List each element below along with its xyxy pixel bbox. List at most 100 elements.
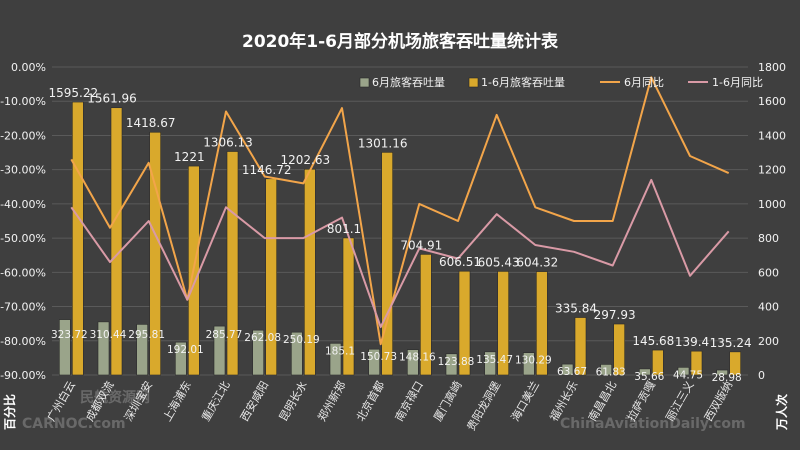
category-label: 昆明长水 <box>277 379 310 424</box>
bar-june <box>445 353 458 376</box>
bar-june-value-label: 28.98 <box>712 372 742 384</box>
bar-h1 <box>652 349 664 376</box>
bar-h1-value-label: 139.4 <box>675 335 709 349</box>
bar-june-value-label: 192.01 <box>167 344 204 356</box>
legend: 6月旅客吞吐量 1-6月旅客吞吐量 6月同比 1-6月同比 <box>359 75 763 89</box>
category-label: 贵阳龙洞堡 <box>464 378 504 433</box>
bar-june-value-label: 135.47 <box>476 354 513 366</box>
bar-june-value-label: 262.08 <box>244 332 281 344</box>
right-tick-label: 0 <box>758 369 765 382</box>
bar-june <box>175 341 187 376</box>
bar-h1-value-label: 1561.96 <box>87 92 137 106</box>
bar-june <box>716 369 728 376</box>
bar-h1 <box>690 350 703 376</box>
bar-june <box>59 319 71 376</box>
bar-h1-value-label: 1221 <box>174 150 205 164</box>
bar-h1-value-label: 1202.63 <box>281 153 331 167</box>
bar-june <box>600 364 612 376</box>
category-label: 重庆江北 <box>198 379 232 424</box>
bar-june <box>407 349 419 376</box>
bar-june <box>252 329 264 376</box>
bar-h1 <box>226 151 239 376</box>
bar-h1 <box>381 152 393 376</box>
bar-june <box>639 368 651 376</box>
category-label: 海口美兰 <box>508 379 542 424</box>
bar-h1 <box>149 131 161 376</box>
bar-june <box>677 367 690 376</box>
bar-h1 <box>729 351 741 376</box>
bar-h1-value-label: 335.84 <box>555 302 597 316</box>
left-tick-label: -10.00% <box>0 95 46 108</box>
legend-label: 1-6月旅客吞吐量 <box>481 75 565 89</box>
bar-h1-value-label: 1301.16 <box>358 136 408 150</box>
bar-h1-value-label: 297.93 <box>594 308 636 322</box>
left-axis: 0.00% -10.00% -20.00% -30.00% -40.00% -50.00%… <box>0 61 46 382</box>
bar-june-value-label: 250.19 <box>283 334 320 346</box>
left-tick-label: -50.00% <box>0 232 46 245</box>
legend-label: 6月同比 <box>624 76 664 89</box>
bar-h1 <box>574 317 587 376</box>
category-label: 北京首都 <box>353 379 387 424</box>
bar-june-value-label: 323.72 <box>51 329 88 341</box>
right-axis: 1800 1600 1400 1200 1000 800 600 400 200 0 <box>758 61 786 382</box>
bar-h1 <box>497 271 509 376</box>
category-label: 厦门高崎 <box>430 379 464 424</box>
line-h1-yoy <box>70 178 730 329</box>
bar-june <box>136 324 148 376</box>
left-tick-label: -20.00% <box>0 129 46 142</box>
bar-h1-value-label: 606.51 <box>439 255 481 269</box>
bar-june-value-label: 63.67 <box>557 366 587 378</box>
bar-h1 <box>72 101 84 376</box>
line-series <box>70 76 730 346</box>
watermark: 民航资源网 CARNOC.com ChinaAviationDaily.com <box>22 389 746 432</box>
bar-june-value-label: 148.16 <box>399 352 436 364</box>
category-label: 南京禄口 <box>392 379 426 424</box>
bar-june <box>523 352 535 376</box>
bar-june <box>291 331 303 376</box>
category-label: 郑州新郑 <box>314 379 348 424</box>
legend-label: 1-6月同比 <box>712 76 763 89</box>
bar-h1 <box>613 323 625 376</box>
left-tick-label: -70.00% <box>0 301 46 314</box>
gridlines <box>52 66 748 376</box>
bar-h1-value-label: 1306.13 <box>203 136 253 150</box>
category-label: 上海浦东 <box>160 379 194 424</box>
bar-h1-value-label: 605.43 <box>478 255 520 269</box>
category-label: 西安咸阳 <box>237 379 271 424</box>
bar-june <box>368 348 380 376</box>
right-tick-label: 1000 <box>758 198 786 211</box>
bar-h1 <box>458 270 471 376</box>
left-tick-label: -60.00% <box>0 266 46 279</box>
right-tick-label: 1400 <box>758 129 786 142</box>
bar-june-value-label: 61.83 <box>596 366 626 378</box>
bar-june-value-label: 130.29 <box>515 355 552 367</box>
left-axis-unit: 百分比 <box>2 394 17 430</box>
bar-h1-value-label: 1595.22 <box>49 86 99 100</box>
bar-h1-value-label: 135.24 <box>710 336 752 350</box>
bar-june <box>213 325 226 376</box>
bar-h1-value-label: 1418.67 <box>126 116 176 130</box>
bar-june <box>561 363 574 376</box>
bar-june <box>484 351 496 376</box>
chart-title: 2020年1-6月部分机场旅客吞吐量统计表 <box>242 31 559 52</box>
watermark-text: CARNOC.com <box>22 416 126 432</box>
bar-june <box>97 321 110 376</box>
left-tick-label: -90.00% <box>0 369 46 382</box>
left-tick-label: -40.00% <box>0 198 46 211</box>
bar-june-value-label: 35.66 <box>634 371 664 383</box>
watermark-text: ChinaAviationDaily.com <box>560 416 746 432</box>
right-tick-label: 1200 <box>758 164 786 177</box>
bar-june-value-label: 285.77 <box>206 329 243 341</box>
line-june-yoy <box>70 76 730 346</box>
bar-h1-value-label: 604.32 <box>516 256 558 270</box>
bar-h1-value-label: 801.1 <box>327 222 361 236</box>
right-tick-label: 800 <box>758 232 779 245</box>
right-tick-label: 1800 <box>758 61 786 74</box>
bar-june-value-label: 150.73 <box>360 351 397 363</box>
bar-h1 <box>265 178 277 376</box>
bar-june-value-label: 185.1 <box>325 345 355 357</box>
right-tick-label: 1600 <box>758 95 786 108</box>
bar-h1-value-label: 145.68 <box>632 334 674 348</box>
legend-label: 6月旅客吞吐量 <box>372 75 445 89</box>
